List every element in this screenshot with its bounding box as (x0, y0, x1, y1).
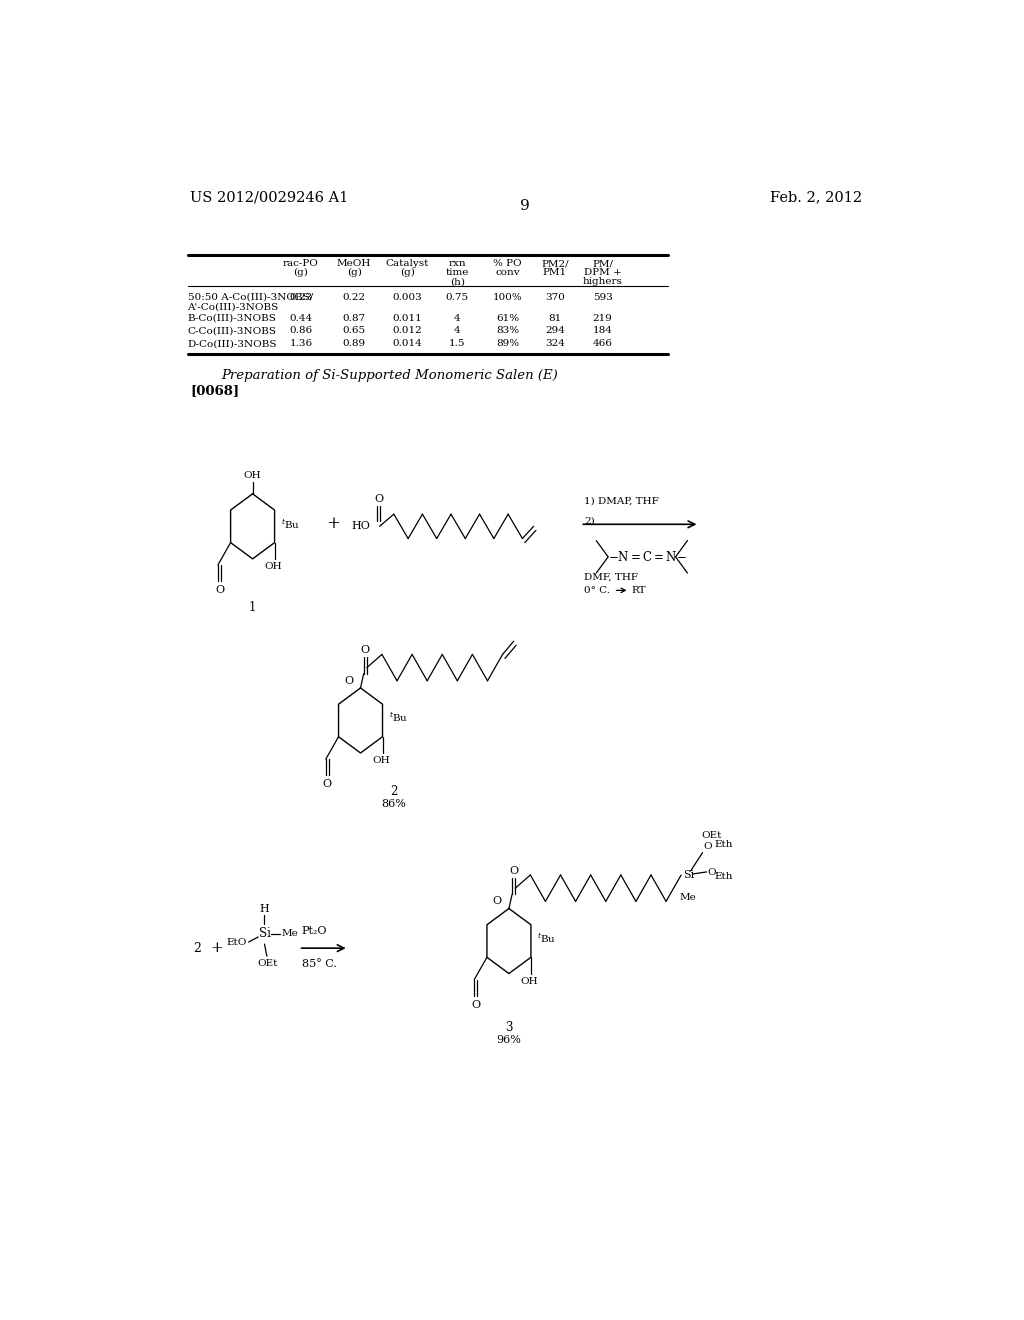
Text: 2: 2 (390, 785, 397, 799)
Text: D-Co(III)-3NOBS: D-Co(III)-3NOBS (187, 339, 278, 348)
Text: PM1: PM1 (543, 268, 567, 277)
Text: H: H (260, 904, 269, 913)
Text: OEt: OEt (257, 960, 278, 969)
Text: 86%: 86% (381, 799, 407, 809)
Text: Feb. 2, 2012: Feb. 2, 2012 (770, 190, 862, 205)
Text: 0.003: 0.003 (392, 293, 422, 301)
Text: conv: conv (495, 268, 519, 277)
Text: OH: OH (520, 977, 539, 986)
Text: A'-Co(III)-3NOBS: A'-Co(III)-3NOBS (187, 302, 279, 312)
Text: 2: 2 (194, 941, 201, 954)
Text: Eth: Eth (715, 840, 733, 849)
Text: Si: Si (683, 870, 694, 880)
Text: 1.5: 1.5 (450, 339, 466, 348)
Text: O: O (703, 842, 712, 850)
Text: Preparation of Si-Supported Monomeric Salen (E): Preparation of Si-Supported Monomeric Sa… (221, 370, 558, 383)
Text: O: O (708, 869, 716, 878)
Text: 0.89: 0.89 (343, 339, 366, 348)
Text: 89%: 89% (496, 339, 519, 348)
Text: 1) DMAP, THF: 1) DMAP, THF (585, 498, 659, 506)
Text: O: O (323, 779, 332, 789)
Text: +: + (211, 941, 223, 956)
Text: $-$N$=$C$=$N$-$: $-$N$=$C$=$N$-$ (608, 550, 687, 564)
Text: [0068]: [0068] (189, 384, 239, 396)
Text: 0.22: 0.22 (343, 293, 366, 301)
Text: (g): (g) (400, 268, 415, 277)
Text: $^t$Bu: $^t$Bu (282, 517, 300, 531)
Text: OH: OH (372, 756, 390, 766)
Text: 4: 4 (454, 314, 461, 323)
Text: RT: RT (632, 586, 646, 595)
Text: Me: Me (282, 929, 299, 939)
Text: (g): (g) (294, 268, 308, 277)
Text: % PO: % PO (493, 259, 521, 268)
Text: O: O (509, 866, 518, 876)
Text: 0.65: 0.65 (343, 326, 366, 335)
Text: C-Co(III)-3NOBS: C-Co(III)-3NOBS (187, 326, 276, 335)
Text: +: + (326, 515, 340, 532)
Text: 184: 184 (593, 326, 612, 335)
Text: 100%: 100% (493, 293, 522, 301)
Text: 0.44: 0.44 (290, 314, 312, 323)
Text: 85° C.: 85° C. (302, 960, 337, 969)
Text: PM2/: PM2/ (541, 259, 568, 268)
Text: Catalyst: Catalyst (386, 259, 429, 268)
Text: 9: 9 (520, 199, 529, 213)
Text: (h): (h) (450, 277, 465, 286)
Text: 1: 1 (249, 601, 256, 614)
Text: Pt₂O: Pt₂O (302, 925, 328, 936)
Text: highers: highers (583, 277, 623, 286)
Text: OH: OH (244, 471, 261, 479)
Text: 370: 370 (545, 293, 565, 301)
Text: 4: 4 (454, 326, 461, 335)
Text: EtO: EtO (226, 937, 247, 946)
Text: 81: 81 (548, 314, 561, 323)
Text: $^t$Bu: $^t$Bu (538, 931, 557, 945)
Text: 96%: 96% (497, 1035, 521, 1044)
Text: OH: OH (264, 562, 282, 572)
Text: O: O (344, 676, 353, 686)
Text: 0.012: 0.012 (392, 326, 422, 335)
Text: DMF, THF: DMF, THF (585, 573, 638, 582)
Text: 0.011: 0.011 (392, 314, 422, 323)
Text: DPM +: DPM + (584, 268, 622, 277)
Text: O: O (493, 896, 502, 907)
Text: Me: Me (679, 894, 696, 903)
Text: 593: 593 (593, 293, 612, 301)
Text: B-Co(III)-3NOBS: B-Co(III)-3NOBS (187, 314, 276, 323)
Text: 0.23: 0.23 (290, 293, 312, 301)
Text: 466: 466 (593, 339, 612, 348)
Text: US 2012/0029246 A1: US 2012/0029246 A1 (189, 190, 348, 205)
Text: OEt: OEt (701, 832, 722, 841)
Text: $^t$Bu: $^t$Bu (389, 710, 409, 725)
Text: 2): 2) (585, 516, 595, 525)
Text: 0.86: 0.86 (290, 326, 312, 335)
Text: rac-PO: rac-PO (283, 259, 318, 268)
Text: 219: 219 (593, 314, 612, 323)
Text: 83%: 83% (496, 326, 519, 335)
Text: O: O (471, 1001, 480, 1010)
Text: 324: 324 (545, 339, 565, 348)
Text: O: O (374, 494, 383, 504)
Text: 61%: 61% (496, 314, 519, 323)
Text: Si: Si (259, 928, 270, 940)
Text: HO: HO (352, 521, 371, 532)
Text: O: O (360, 645, 370, 656)
Text: time: time (445, 268, 469, 277)
Text: rxn: rxn (449, 259, 466, 268)
Text: 1.36: 1.36 (290, 339, 312, 348)
Text: 0.75: 0.75 (445, 293, 469, 301)
Text: Eth: Eth (715, 873, 733, 882)
Text: O: O (215, 585, 224, 595)
Text: 3: 3 (505, 1020, 513, 1034)
Text: 0.87: 0.87 (343, 314, 366, 323)
Text: 0.014: 0.014 (392, 339, 422, 348)
Text: MeOH: MeOH (337, 259, 372, 268)
Text: (g): (g) (347, 268, 361, 277)
Text: 294: 294 (545, 326, 565, 335)
Text: PM/: PM/ (592, 259, 613, 268)
Text: 50:50 A-Co(III)-3NOBS/: 50:50 A-Co(III)-3NOBS/ (187, 293, 312, 301)
Text: 0° C.: 0° C. (585, 586, 610, 595)
